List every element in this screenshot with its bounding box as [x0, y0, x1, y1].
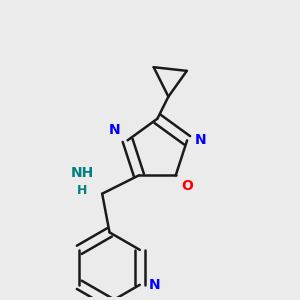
Text: N: N — [149, 278, 160, 292]
Text: N: N — [109, 123, 120, 137]
Text: O: O — [181, 179, 193, 193]
Text: NH: NH — [70, 167, 94, 181]
Text: H: H — [77, 184, 87, 196]
Text: N: N — [194, 133, 206, 147]
